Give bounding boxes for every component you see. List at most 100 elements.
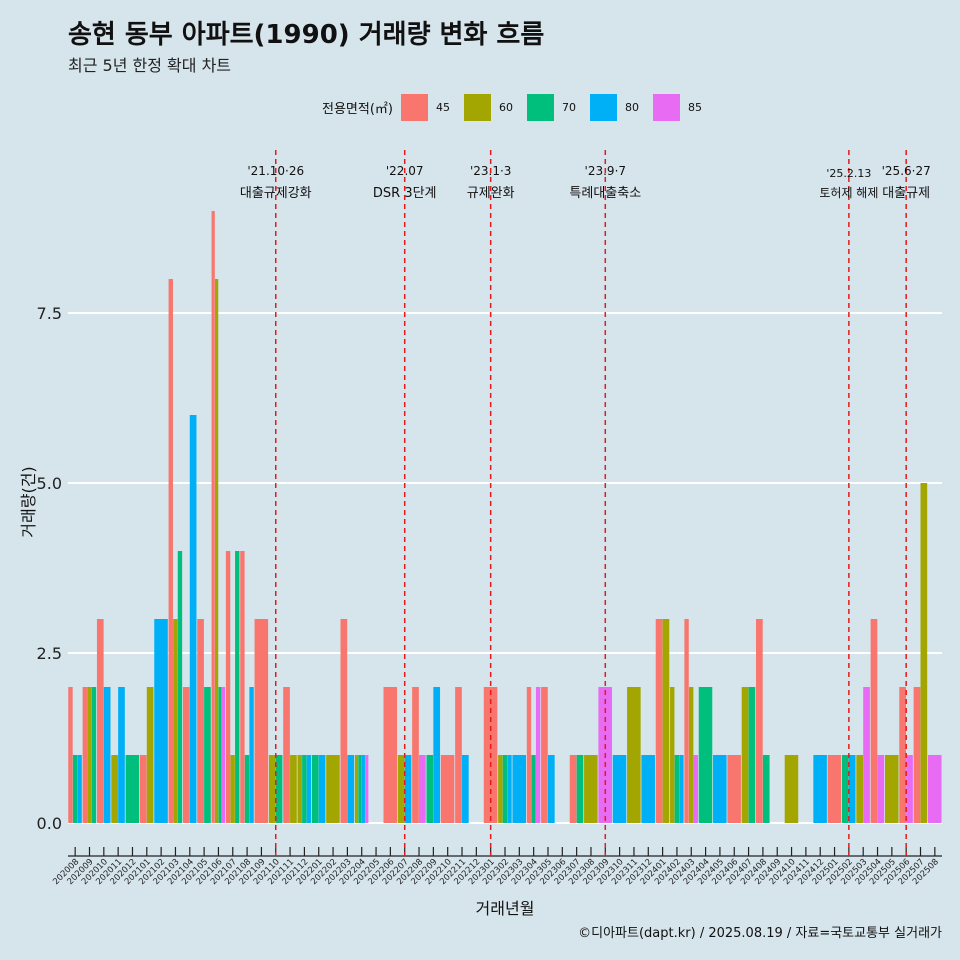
bar-45-202403	[684, 619, 689, 823]
bar-60-202503	[856, 755, 863, 823]
bar-60-202111	[290, 755, 297, 823]
bar-45-202010	[96, 619, 104, 823]
bar-45-202506	[899, 687, 906, 823]
legend-title: 전용면적(㎡)	[322, 101, 393, 117]
bar-70-202407	[748, 687, 756, 823]
bar-45-202504	[870, 619, 878, 823]
bar-45-202211	[455, 687, 462, 823]
bar-70-202105	[204, 687, 211, 823]
event-label: DSR 3단계	[373, 186, 437, 201]
bar-60-202107	[230, 755, 235, 823]
event-label: 대출규제	[882, 186, 930, 201]
bar-70-202402	[674, 755, 680, 823]
bar-45-202008	[68, 687, 73, 823]
bar-80-202203	[347, 755, 355, 823]
bar-70-202009	[91, 687, 97, 823]
legend-swatch-85	[652, 93, 680, 121]
bar-45-202105	[197, 619, 204, 823]
bar-80-202112	[306, 755, 312, 823]
bar-80-202201	[318, 755, 326, 823]
y-tick-label: 7.5	[37, 304, 62, 323]
bar-70-202107	[235, 551, 240, 823]
event-date: '25.2.13	[826, 167, 871, 180]
y-tick-label: 5.0	[37, 474, 62, 493]
bar-60-202112	[297, 755, 302, 823]
bar-70-202201	[311, 755, 319, 823]
bar-70-202209	[426, 755, 434, 823]
bar-45-202307	[569, 755, 577, 823]
bar-85-202304	[535, 687, 541, 823]
legend: 전용면적(㎡) 45 60 70 80 85	[322, 92, 716, 122]
bar-60-202204	[354, 755, 359, 823]
bar-70-202106	[218, 687, 222, 823]
bar-80-202011	[118, 687, 125, 823]
bar-45-202104	[182, 687, 190, 823]
event-label: 특례대출축소	[569, 186, 641, 201]
bar-60-202407	[741, 687, 749, 823]
bar-45-202208	[412, 687, 419, 823]
legend-swatch-80	[589, 93, 617, 121]
bar-45-202009	[82, 687, 87, 823]
bar-45-202501	[827, 755, 842, 823]
bar-70-202304	[531, 755, 536, 823]
bar-45-202507	[913, 687, 921, 823]
bar-80-202502	[848, 755, 856, 823]
bar-85-202204	[365, 755, 369, 823]
bar-80-202305	[547, 755, 555, 823]
event-date: '21.10·26	[247, 164, 304, 178]
bar-80-202310	[612, 755, 627, 823]
bar-85-202403	[693, 755, 698, 823]
bar-70-202103	[177, 551, 183, 823]
y-tick-label: 2.5	[37, 644, 62, 663]
bar-45-202111	[283, 687, 290, 823]
bar-85-202106	[221, 687, 226, 823]
bar-60-202308	[584, 755, 598, 823]
bar-80-202102	[154, 619, 168, 823]
event-label: 대출규제강화	[240, 186, 312, 201]
bar-70-202008	[72, 755, 78, 823]
bar-70-202502	[841, 755, 849, 823]
event-label: 토허제 해제	[819, 186, 878, 200]
bar-70-202408	[762, 755, 770, 823]
bar-45-202401	[655, 619, 663, 823]
bar-60-202110	[268, 755, 276, 823]
bar-60-202410	[784, 755, 799, 823]
legend-item-60: 60	[463, 93, 513, 121]
bar-70-202108	[244, 755, 250, 823]
legend-item-45: 45	[400, 93, 450, 121]
event-label: 규제완화	[467, 186, 515, 201]
bar-60-202402	[670, 687, 675, 823]
bar-60-202202	[326, 755, 340, 823]
bar-80-202412	[813, 755, 827, 823]
bar-85-202503	[863, 687, 870, 823]
bar-80-202104	[189, 415, 197, 823]
bar-60-202311	[627, 687, 641, 823]
bar-60-202101	[146, 687, 154, 823]
bar-70-202307	[576, 755, 584, 823]
y-axis-title: 거래량(건)	[19, 466, 38, 537]
legend-item-70: 70	[526, 93, 576, 121]
bar-45-202304	[526, 687, 532, 823]
bar-45-202101	[139, 755, 147, 823]
bar-60-202403	[688, 687, 694, 823]
bar-60-202103	[173, 619, 178, 823]
bar-70-202302	[502, 755, 508, 823]
bar-85-202504	[877, 755, 885, 823]
bar-60-202505	[884, 755, 899, 823]
bar-45-202305	[541, 687, 548, 823]
chart-subtitle: 최근 5년 한정 확대 차트	[68, 56, 232, 75]
bar-70-202012	[125, 755, 140, 823]
legend-label-70: 70	[561, 100, 576, 114]
x-axis-title: 거래년월	[476, 899, 535, 918]
legend-swatch-45	[400, 93, 428, 121]
bar-80-202008	[77, 755, 82, 823]
event-date: '22.07	[386, 164, 424, 178]
event-date: '23.1·3	[470, 164, 511, 178]
bar-80-202402	[679, 755, 684, 823]
legend-label-60: 60	[498, 100, 513, 114]
bar-80-202209	[433, 687, 441, 823]
bar-45-202106	[211, 211, 215, 823]
legend-swatch-70	[526, 93, 554, 121]
bar-45-202103	[168, 279, 173, 823]
